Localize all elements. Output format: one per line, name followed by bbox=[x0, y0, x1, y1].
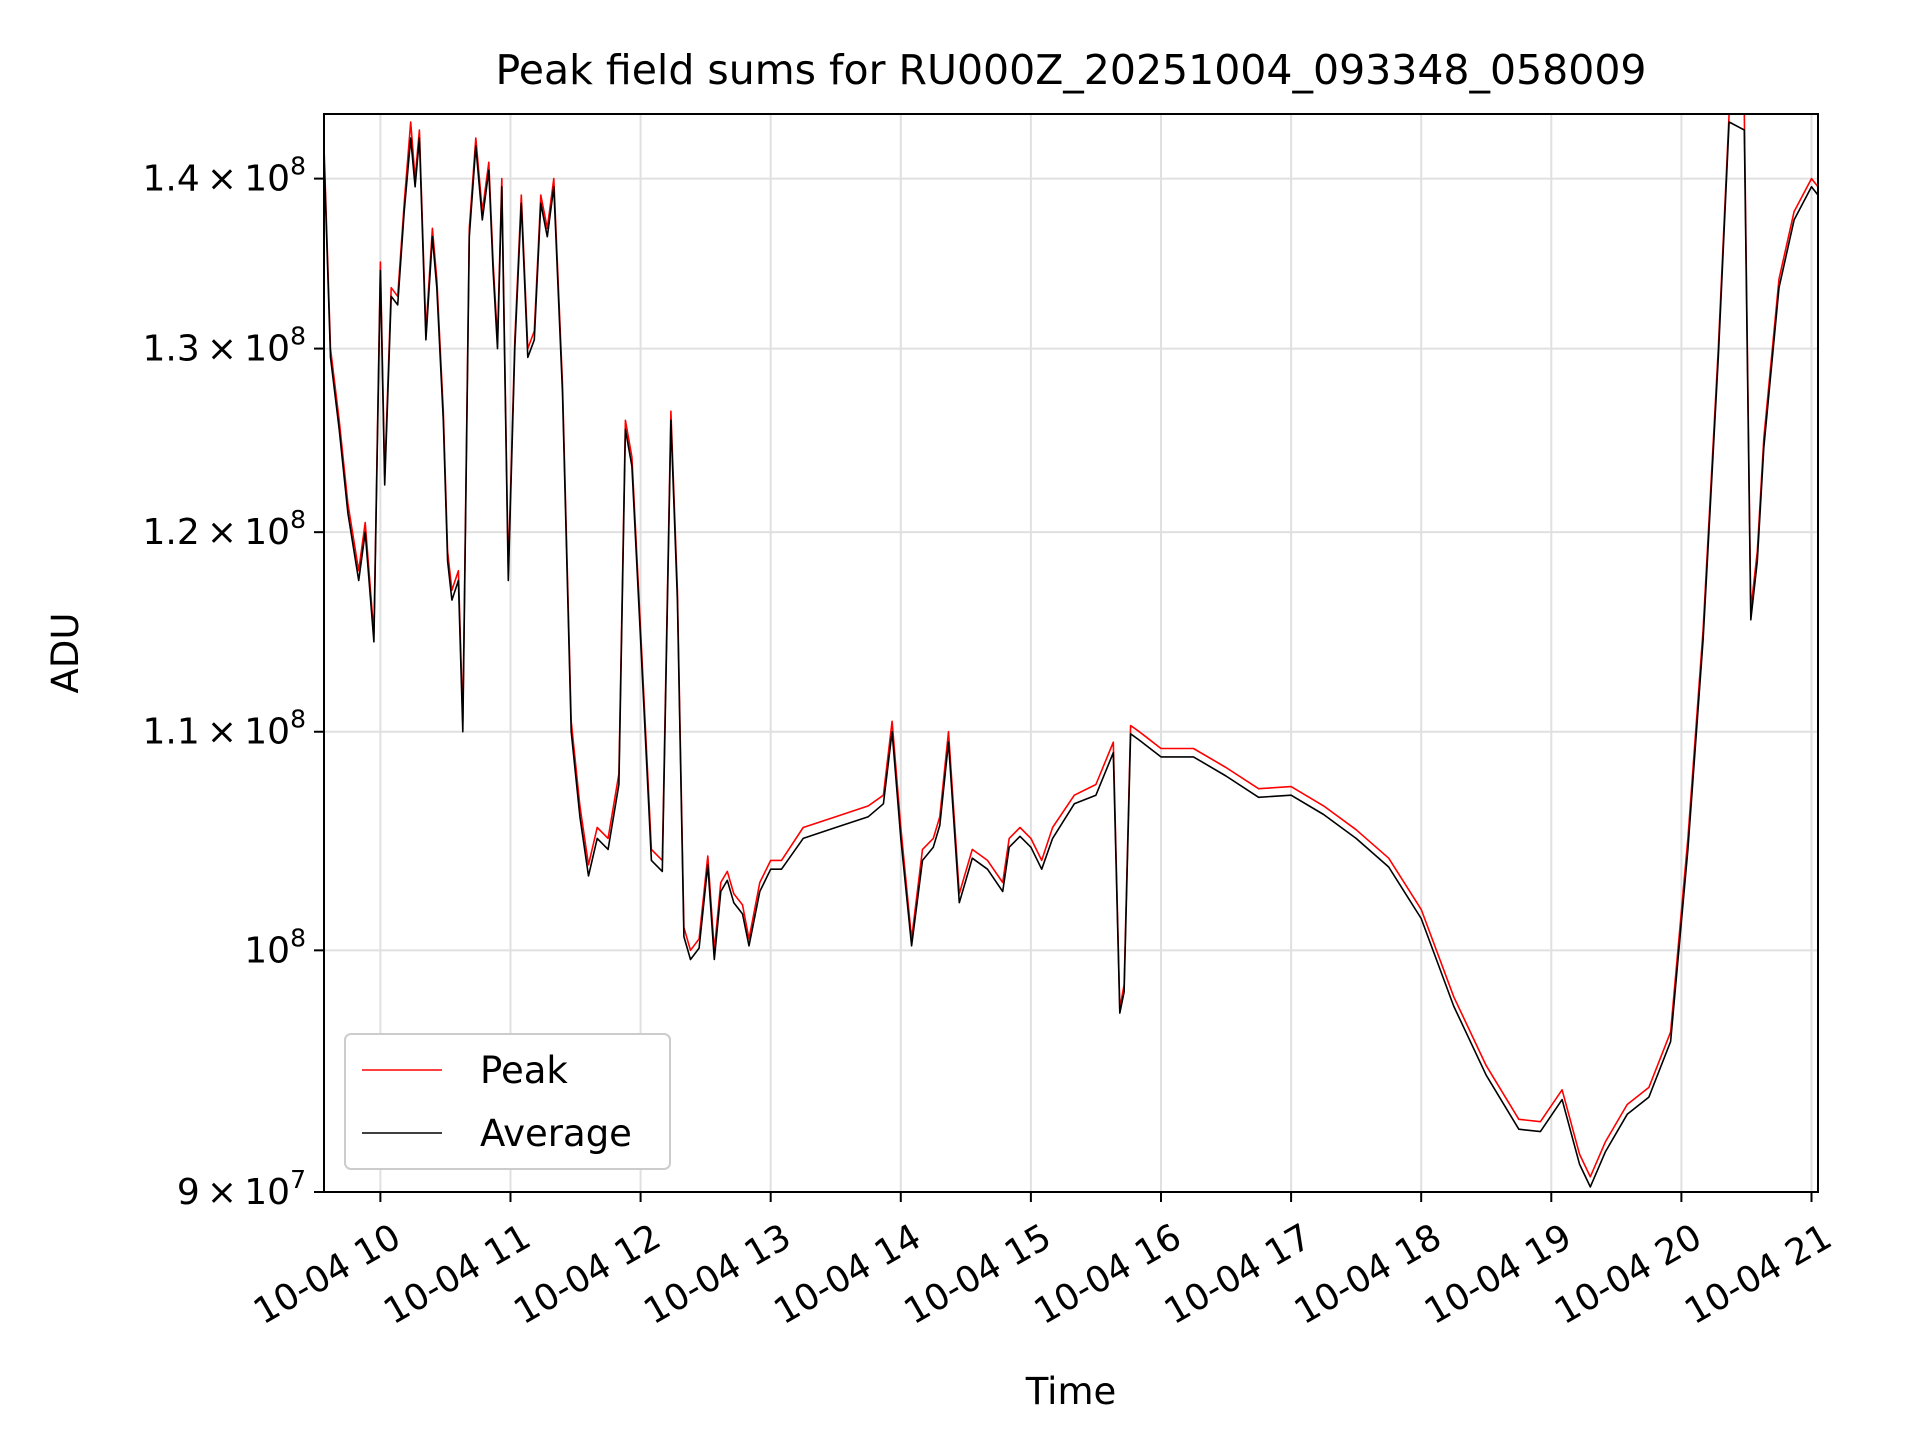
grid bbox=[324, 114, 1818, 1193]
legend: Peak Average bbox=[344, 1033, 671, 1170]
legend-label-average: Average bbox=[480, 1112, 632, 1155]
series-layer bbox=[324, 114, 1818, 1188]
x-axis-label: Time bbox=[1025, 1370, 1117, 1413]
y-tick-label: 1.2 × 108 bbox=[142, 505, 306, 553]
y-tick-label: 9 × 107 bbox=[177, 1165, 306, 1213]
y-tick-label: 108 bbox=[244, 923, 306, 971]
y-axis-ticks: 9 × 107 108 1.1 × 108 1.2 × 108 1.3 × 108 1.4… bbox=[142, 152, 324, 1213]
plot-frame bbox=[323, 113, 1819, 1193]
legend-label-peak: Peak bbox=[480, 1049, 568, 1092]
chart-title: Peak field sums for RU000Z_20251004_0933… bbox=[495, 46, 1646, 94]
series-line-average bbox=[324, 121, 1818, 1188]
y-tick-label: 1.1 × 108 bbox=[142, 705, 306, 753]
y-tick-label: 1.4 × 108 bbox=[142, 152, 306, 200]
series-line-peak bbox=[324, 114, 1818, 1178]
y-tick-label: 1.3 × 108 bbox=[142, 322, 306, 370]
legend-frame bbox=[344, 1033, 671, 1170]
y-axis-label: ADU bbox=[44, 613, 87, 694]
